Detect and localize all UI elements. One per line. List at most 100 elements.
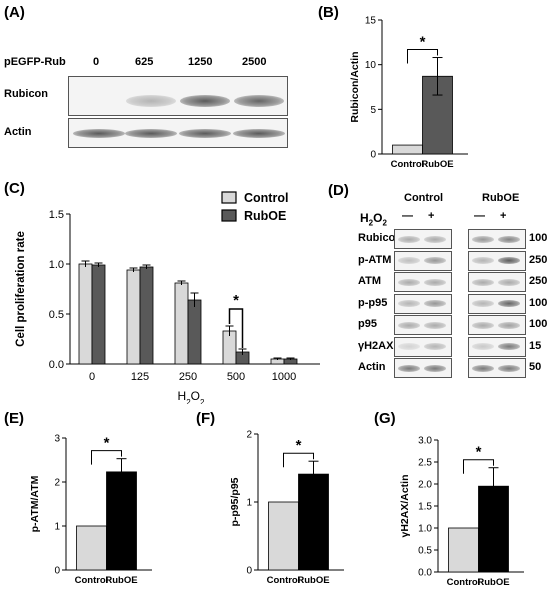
x-tick-label: 500 [227,371,245,383]
blot-band [498,278,520,286]
blot-band [424,278,446,286]
panel-label-d: (D) [328,182,349,199]
y-tick-label: 0 [370,150,376,161]
y-tick-label: 1 [54,522,60,533]
x-tick-label: 250 [179,371,197,383]
significance-label: * [420,34,426,51]
blot-row-label: γH2AX [358,339,394,352]
blot-band [498,235,520,243]
blot-band [424,321,446,329]
actin-band [125,128,177,138]
y-tick-label: 2 [54,478,60,489]
plasmid-dose-label: pEGFP-Rub [4,56,66,68]
blot-band [472,300,494,307]
bar-Control [392,144,423,155]
blot-label-rubicon: Rubicon [4,88,48,100]
blot-strip [394,272,452,292]
y-tick-label: 0 [246,566,252,577]
blot-band [472,364,494,372]
blot-band [472,278,494,286]
blot-strip [468,336,526,357]
y-axis-label: Rubicon/Actin [349,51,361,122]
y-axis-label: Cell proliferation rate [15,231,27,347]
blot-strip [468,358,526,378]
x-tick-label: Control [75,575,109,586]
x-tick-label: RubOE [421,159,453,170]
x-tick-label: Control [267,575,301,586]
actin-band [179,128,231,138]
significance-label: * [296,437,302,454]
actin-band [73,128,125,138]
y-tick-label: 0.5 [49,309,64,321]
blot-band [498,343,520,350]
legend-swatch-RubOE [221,209,237,222]
blot-strip [468,315,526,335]
significance-label: * [104,435,110,452]
blot-band [498,364,520,372]
bar-RubOE [298,473,329,571]
blot-strip [468,250,526,271]
panel-label-c: (C) [4,180,25,197]
treatment-mark-control-plus: + [428,210,435,222]
blot-row-kda: 250 [529,275,548,287]
y-axis-label: γH2AX/Actin [399,474,411,537]
x-tick-label: RubOE [105,575,137,586]
blot-band [498,300,520,307]
actin-blot-strip [68,118,288,148]
blot-band [472,235,494,243]
panel-label-f: (F) [196,410,216,427]
group-label-control: Control [404,192,444,204]
blot-row-label: Actin [358,361,386,373]
blot-row-kda: 100 [529,232,548,244]
y-tick-label: 0.5 [418,546,432,557]
group-label-rubOE: RubOE [482,192,520,204]
blot-strip [468,293,526,314]
blot-band [398,300,420,307]
bar-RubOE [106,471,137,571]
blot-band [398,364,420,372]
blot-row-kda: 250 [529,253,548,266]
blot-row-kda: 100 [529,318,548,330]
y-tick-label: 15 [365,16,377,27]
blot-row-label: p-ATM [358,253,392,266]
blot-strip [394,315,452,335]
y-tick-label: 0 [54,566,60,577]
h2o2-treatment-label: H2O2 [360,211,387,228]
rubicon-blot-strip [68,76,288,116]
blot-band [424,343,446,350]
y-tick-label: 2 [246,430,252,441]
blot-row-kda: 15 [529,339,542,352]
y-tick-label: 5 [370,105,376,116]
y-tick-label: 3.0 [418,436,432,447]
x-tick-label: Control [391,159,425,170]
x-tick-label: 1000 [272,371,296,383]
blot-row-kda: 50 [529,361,542,373]
blot-band [472,321,494,329]
dose-label-1250: 1250 [188,56,213,68]
bar-Control [448,527,479,573]
significance-bracket [228,308,244,348]
dose-label-625: 625 [135,56,154,68]
blot-band [424,235,446,243]
legend-label-RubOE: RubOE [244,209,286,223]
blot-band [498,321,520,329]
blot-band [424,364,446,372]
blot-band [398,278,420,286]
x-tick-label: RubOE [477,577,509,588]
significance-label: * [233,292,239,309]
blot-band [398,343,420,350]
y-axis-label: p-p95/p95 [229,477,241,526]
x-tick-label: 0 [89,371,95,383]
blot-band [424,300,446,307]
panel-label-b: (B) [318,4,339,21]
dose-label-2500: 2500 [242,56,267,68]
legend-swatch-Control [221,191,237,204]
panel-label-a: (A) [4,4,25,21]
treatment-mark-rubOE-plus: + [500,210,507,222]
legend-label-Control: Control [244,191,288,205]
y-tick-label: 2.0 [418,480,432,491]
significance-label: * [476,444,482,461]
y-axis-label: p-ATM/ATM [29,475,41,532]
